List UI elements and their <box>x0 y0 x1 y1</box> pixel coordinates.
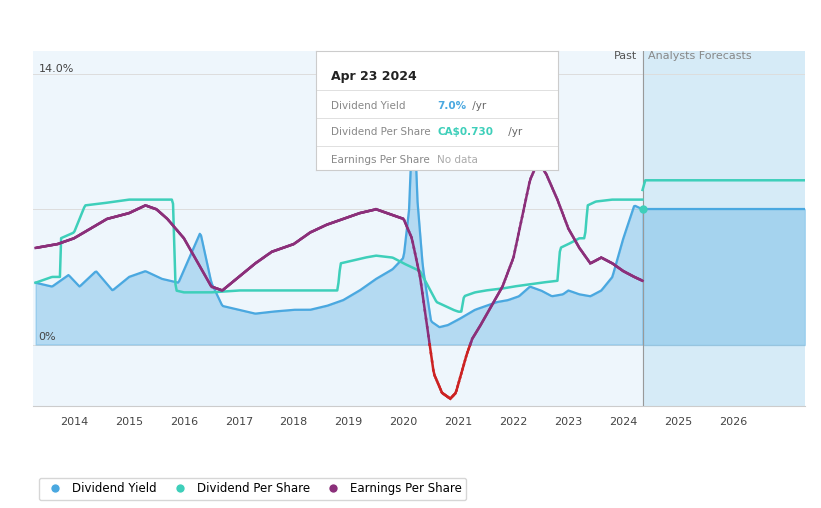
Text: CA$0.730: CA$0.730 <box>437 127 493 137</box>
Legend: Dividend Yield, Dividend Per Share, Earnings Per Share: Dividend Yield, Dividend Per Share, Earn… <box>39 478 466 500</box>
Text: Apr 23 2024: Apr 23 2024 <box>331 70 416 83</box>
Text: Analysts Forecasts: Analysts Forecasts <box>648 51 752 61</box>
Text: /yr: /yr <box>505 127 522 137</box>
Text: 14.0%: 14.0% <box>39 64 74 74</box>
Text: 7.0%: 7.0% <box>437 101 466 111</box>
Text: /yr: /yr <box>469 101 486 111</box>
Text: Dividend Per Share: Dividend Per Share <box>331 127 430 137</box>
Text: Past: Past <box>614 51 637 61</box>
Text: No data: No data <box>437 154 478 165</box>
Text: 0%: 0% <box>39 332 56 342</box>
Text: Earnings Per Share: Earnings Per Share <box>331 154 429 165</box>
Bar <box>643 51 805 406</box>
Text: Dividend Yield: Dividend Yield <box>331 101 405 111</box>
